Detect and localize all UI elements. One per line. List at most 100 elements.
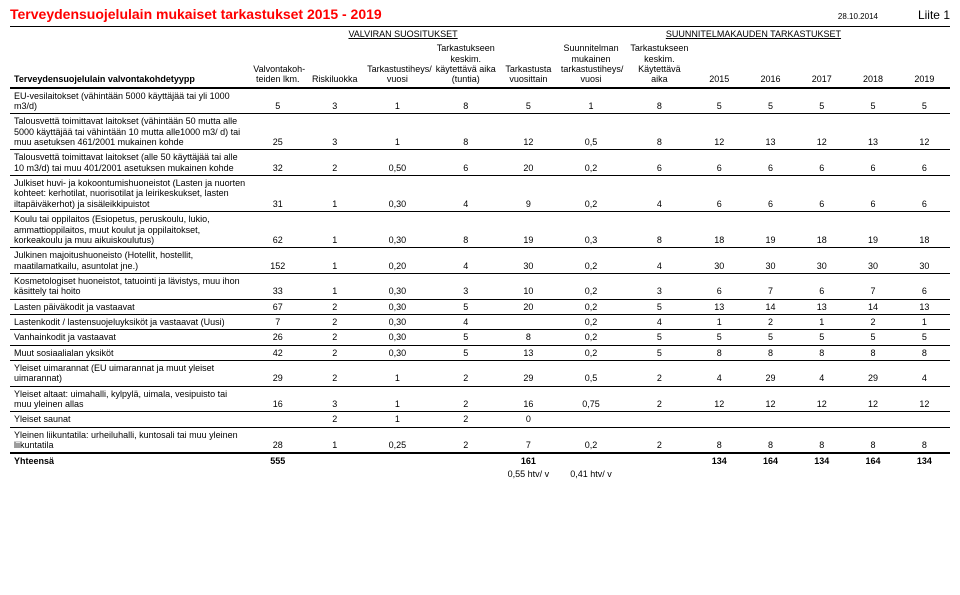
cell: 12: [899, 386, 950, 412]
cell: 0: [500, 412, 557, 427]
cell: 2: [306, 345, 363, 360]
cell: 10: [500, 273, 557, 299]
cell: [694, 412, 745, 427]
cell: 29: [745, 360, 796, 386]
cell: 67: [249, 299, 306, 314]
cell: 12: [847, 386, 898, 412]
cell: 5: [847, 330, 898, 345]
col-h-0: Valvontakoh- teiden lkm.: [249, 41, 306, 87]
table-row: Yleiset saunat2120: [10, 412, 950, 427]
cell: 8: [694, 345, 745, 360]
cell: 18: [796, 212, 847, 248]
cell: [557, 412, 625, 427]
cell: 13: [899, 299, 950, 314]
cell: 8: [432, 114, 500, 150]
total-7: 134: [694, 453, 745, 468]
row-label: Muut sosiaalialan yksiköt: [10, 345, 249, 360]
cell: 2: [847, 314, 898, 329]
col-h-5: Suunnitelman mukainen tarkastustiheys/ v…: [557, 41, 625, 87]
cell: 2: [306, 330, 363, 345]
cell: 6: [694, 150, 745, 176]
cell: 6: [694, 176, 745, 212]
cell: 30: [500, 248, 557, 274]
cell: 0,30: [363, 299, 431, 314]
cell: 6: [899, 273, 950, 299]
table-row: EU-vesilaitokset (vähintään 5000 käyttäj…: [10, 88, 950, 114]
cell: 1: [363, 114, 431, 150]
cell: 2: [625, 360, 693, 386]
cell: 19: [847, 212, 898, 248]
table-row: Julkiset huvi- ja kokoontumishuoneistot …: [10, 176, 950, 212]
cell: 29: [249, 360, 306, 386]
cell: 3: [306, 386, 363, 412]
cell: 0,2: [557, 345, 625, 360]
cell: 2: [306, 150, 363, 176]
cell: 5: [500, 88, 557, 114]
cell: 2: [432, 427, 500, 453]
cell: 4: [796, 360, 847, 386]
cell: 1: [363, 360, 431, 386]
cell: [249, 412, 306, 427]
col-h-9: 2017: [796, 41, 847, 87]
cell: 1: [363, 386, 431, 412]
cell: 5: [847, 88, 898, 114]
total-label: Yhteensä: [10, 453, 249, 468]
row-label: Vanhainkodit ja vastaavat: [10, 330, 249, 345]
cell: 30: [796, 248, 847, 274]
table-row: Muut sosiaalialan yksiköt4220,305130,258…: [10, 345, 950, 360]
cell: 6: [847, 150, 898, 176]
cell: 5: [796, 88, 847, 114]
cell: 2: [625, 386, 693, 412]
cell: 0,30: [363, 345, 431, 360]
row-label: Talousvettä toimittavat laitokset (vähin…: [10, 114, 249, 150]
cell: 1: [694, 314, 745, 329]
total-8: 164: [745, 453, 796, 468]
cell: 8: [745, 427, 796, 453]
cell: 2: [306, 360, 363, 386]
cell: 0,25: [363, 427, 431, 453]
cell: 3: [432, 273, 500, 299]
total-row: Yhteensä 555 161 134 164 134 164 134: [10, 453, 950, 468]
cell: 7: [745, 273, 796, 299]
cell: 1: [363, 88, 431, 114]
row-label: Julkinen majoitushuoneisto (Hotellit, ho…: [10, 248, 249, 274]
table-row: Lasten päiväkodit ja vastaavat6720,30520…: [10, 299, 950, 314]
cell: 25: [249, 114, 306, 150]
cell: 8: [745, 345, 796, 360]
cell: 6: [745, 176, 796, 212]
cell: 3: [306, 114, 363, 150]
table-row: Lastenkodit / lastensuojeluyksiköt ja va…: [10, 314, 950, 329]
col-h-6: Tarkastukseen keskim. Käytettävä aika: [625, 41, 693, 87]
cell: 14: [847, 299, 898, 314]
total-10: 164: [847, 453, 898, 468]
rate-left: 0,55 htv/ v: [500, 469, 557, 481]
table-row: Talousvettä toimittavat laitokset (alle …: [10, 150, 950, 176]
cell: 7: [249, 314, 306, 329]
cell: 30: [694, 248, 745, 274]
cell: 0,30: [363, 212, 431, 248]
row-label: Yleiset uimarannat (EU uimarannat ja muu…: [10, 360, 249, 386]
cell: 5: [625, 330, 693, 345]
cell: 5: [249, 88, 306, 114]
cell: 0,2: [557, 176, 625, 212]
cell: 4: [625, 314, 693, 329]
cell: 0,30: [363, 330, 431, 345]
cell: 29: [500, 360, 557, 386]
cell: 8: [625, 88, 693, 114]
table-row: Yleiset uimarannat (EU uimarannat ja muu…: [10, 360, 950, 386]
cell: 1: [306, 248, 363, 274]
cell: 7: [500, 427, 557, 453]
cell: 5: [796, 330, 847, 345]
cell: 8: [847, 345, 898, 360]
cell: 5: [432, 330, 500, 345]
cell: [899, 412, 950, 427]
cell: 0,2: [557, 273, 625, 299]
cell: 2: [432, 412, 500, 427]
cell: 5: [694, 330, 745, 345]
cell: 7: [847, 273, 898, 299]
cell: 8: [500, 330, 557, 345]
cell: [796, 412, 847, 427]
table-body: EU-vesilaitokset (vähintään 5000 käyttäj…: [10, 88, 950, 454]
cell: 2: [625, 427, 693, 453]
cell: 8: [899, 427, 950, 453]
